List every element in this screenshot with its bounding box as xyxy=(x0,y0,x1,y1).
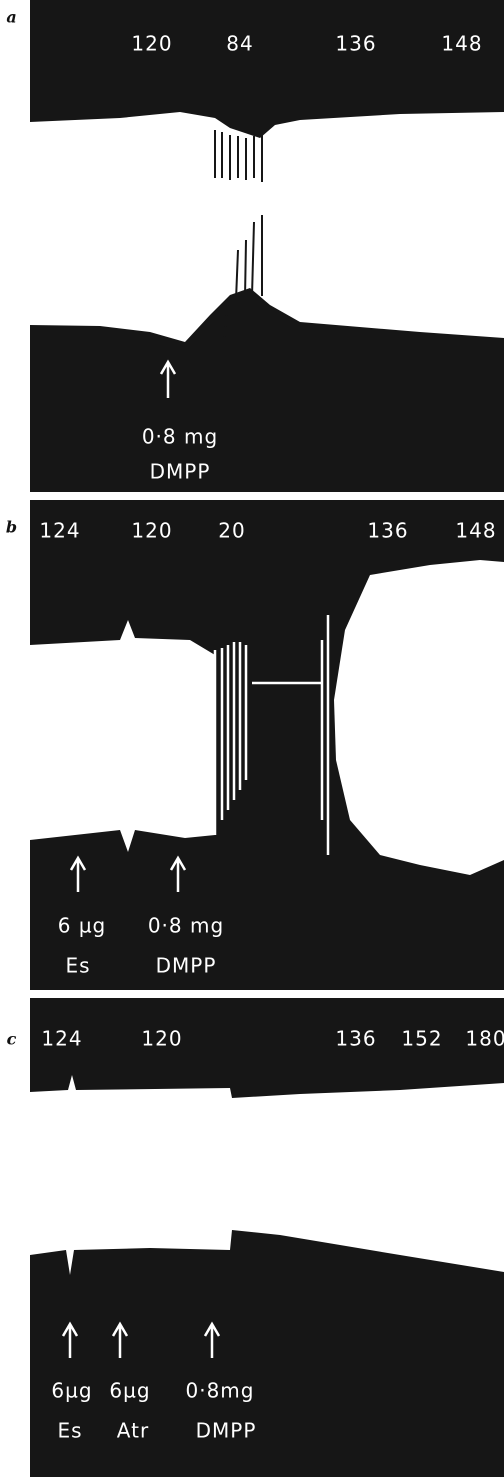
rate-label: 120 xyxy=(131,32,172,56)
rate-label: 136 xyxy=(367,519,408,543)
trace xyxy=(334,560,504,875)
panel-label: a xyxy=(6,8,17,27)
agent: DMPP xyxy=(156,954,217,978)
agent: DMPP xyxy=(150,460,211,484)
panel-c: c 124 120 136 152 180 6µg Es 6µg Atr 0·8… xyxy=(7,998,504,1477)
rate-label: 148 xyxy=(455,519,496,543)
agent: DMPP xyxy=(196,1419,257,1443)
panel-b: b 124 120 20 136 148 6 µg Es 0·8 mg DMPP xyxy=(6,500,504,990)
dose: 0·8 mg xyxy=(142,425,218,449)
dose: 0·8mg xyxy=(186,1379,255,1403)
dose: 6µg xyxy=(109,1379,150,1403)
rate-label: 136 xyxy=(335,32,376,56)
rate-label: 84 xyxy=(226,32,253,56)
rate-label: 180 xyxy=(465,1027,504,1051)
panel-a: a 120 84 136 148 0·8 mg DMPP xyxy=(6,0,504,492)
rate-label: 120 xyxy=(131,519,172,543)
rate-label: 152 xyxy=(401,1027,442,1051)
trace xyxy=(30,620,215,852)
dose: 6 µg xyxy=(58,914,107,938)
agent: Es xyxy=(57,1419,82,1443)
figure: a 120 84 136 148 0·8 mg DMPP b 124 120 2… xyxy=(0,0,504,1477)
dose: 0·8 mg xyxy=(148,914,224,938)
agent: Atr xyxy=(117,1419,149,1443)
dose: 6µg xyxy=(51,1379,92,1403)
agent: Es xyxy=(65,954,90,978)
panel-label: b xyxy=(6,518,18,537)
rate-label: 20 xyxy=(218,519,245,543)
panel-label: c xyxy=(7,1030,18,1049)
rate-label: 124 xyxy=(41,1027,82,1051)
rate-label: 136 xyxy=(335,1027,376,1051)
rate-label: 120 xyxy=(141,1027,182,1051)
rate-label: 148 xyxy=(441,32,482,56)
rate-label: 124 xyxy=(39,519,80,543)
